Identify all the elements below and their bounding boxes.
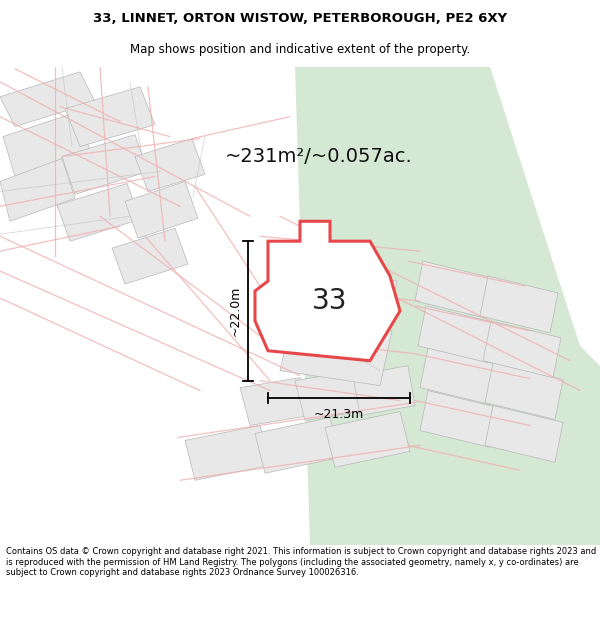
Polygon shape (62, 134, 148, 194)
Polygon shape (255, 221, 400, 361)
Text: Map shows position and indicative extent of the property.: Map shows position and indicative extent… (130, 44, 470, 56)
Polygon shape (0, 72, 95, 127)
Polygon shape (295, 67, 600, 545)
Polygon shape (420, 348, 498, 404)
Polygon shape (480, 276, 558, 333)
Polygon shape (353, 366, 415, 416)
Polygon shape (295, 371, 365, 421)
Polygon shape (185, 426, 270, 480)
Polygon shape (135, 139, 205, 191)
Text: 33: 33 (312, 287, 348, 315)
Polygon shape (65, 87, 155, 146)
Polygon shape (0, 159, 75, 221)
Polygon shape (483, 321, 561, 378)
Polygon shape (255, 418, 340, 473)
Text: 33, LINNET, ORTON WISTOW, PETERBOROUGH, PE2 6XY: 33, LINNET, ORTON WISTOW, PETERBOROUGH, … (93, 12, 507, 25)
Polygon shape (420, 391, 498, 448)
Text: ~231m²/~0.057ac.: ~231m²/~0.057ac. (225, 147, 413, 166)
Text: Contains OS data © Crown copyright and database right 2021. This information is : Contains OS data © Crown copyright and d… (6, 547, 596, 577)
Polygon shape (485, 362, 563, 419)
Polygon shape (112, 228, 188, 284)
Polygon shape (3, 112, 90, 176)
Polygon shape (485, 406, 563, 462)
Polygon shape (125, 181, 198, 238)
Polygon shape (415, 261, 493, 318)
Polygon shape (285, 264, 397, 338)
Text: ~22.0m: ~22.0m (229, 286, 242, 336)
Polygon shape (418, 306, 496, 362)
Polygon shape (240, 378, 310, 426)
Polygon shape (57, 183, 140, 241)
Polygon shape (280, 316, 392, 386)
Polygon shape (325, 411, 410, 468)
Text: ~21.3m: ~21.3m (314, 408, 364, 421)
